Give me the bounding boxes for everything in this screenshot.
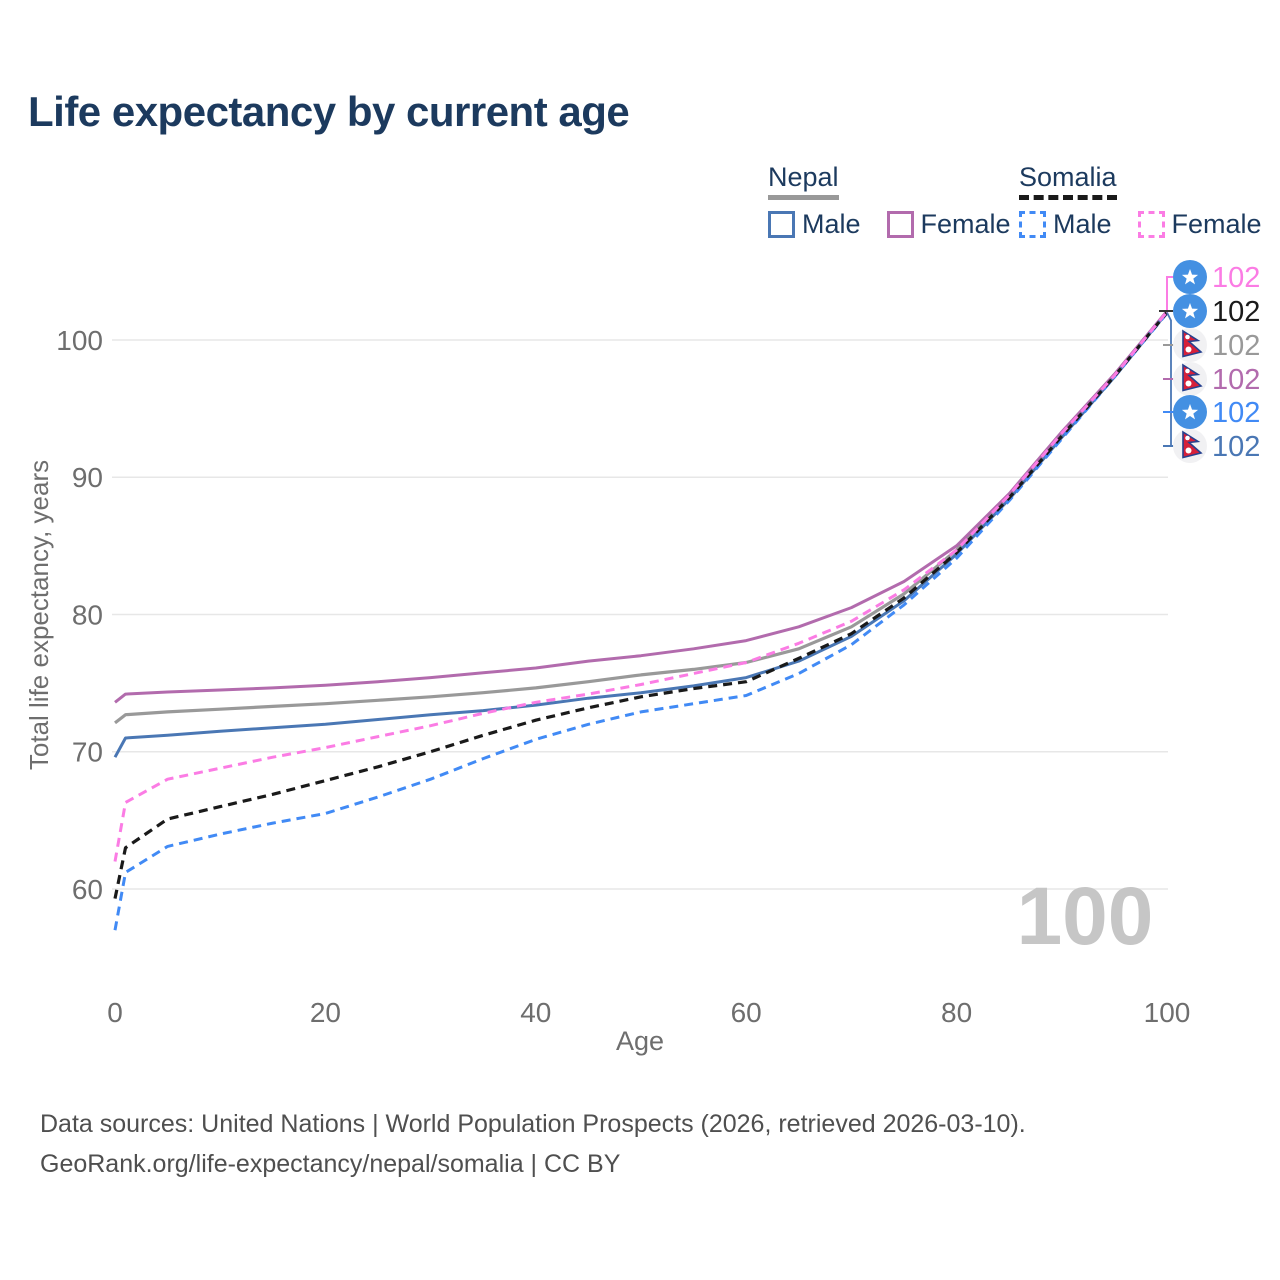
leader-vertical [1166,312,1172,446]
footer: Data sources: United Nations | World Pop… [40,1104,1026,1184]
somalia-flag-icon[interactable] [1173,294,1207,328]
series-line-somalia-female[interactable] [113,310,1169,862]
x-tick-20: 20 [310,997,341,1028]
nepal-male-swatch-icon[interactable] [768,211,795,239]
x-axis-title: Age [616,1026,664,1056]
series-line-nepal-female[interactable] [114,310,1169,704]
y-tick-100: 100 [56,325,103,356]
legend-label: Female [1171,209,1262,240]
legend-label: Male [802,209,861,240]
series-line-somalia-male[interactable] [113,312,1169,931]
y-tick-90: 90 [72,462,103,493]
nepal-flag-icon[interactable] [1173,362,1207,396]
moon-glyph [1185,435,1190,441]
sun-glyph [1185,447,1192,454]
somalia-flag-icon[interactable] [1173,260,1207,294]
life-expectancy-chart: 100 60 70 80 90 100 0 20 40 60 80 100 Age Total life … [24,260,1260,1056]
end-value-nepal-male: 102 [1212,431,1260,463]
x-tick-0: 0 [107,997,123,1028]
x-tick-80: 80 [941,997,972,1028]
somalia-male-swatch-icon[interactable] [1019,211,1046,239]
sun-glyph [1185,346,1192,353]
legend-item-somalia-male[interactable]: Male [1019,209,1112,240]
x-tick-40: 40 [520,997,551,1028]
series-line-somalia[interactable] [113,311,1169,899]
series-line-nepal-male[interactable] [113,311,1169,758]
x-tick-60: 60 [731,997,762,1028]
legend-header-somalia[interactable]: Somalia [1019,162,1117,201]
end-value-nepal-female: 102 [1212,364,1260,396]
end-value-somalia-male: 102 [1212,397,1260,429]
y-tick-80: 80 [72,599,103,630]
legend-label: Female [920,209,1011,240]
somalia-flag-icon[interactable] [1173,395,1207,429]
legend-item-nepal-female[interactable]: Female [886,209,1011,240]
y-tick-60: 60 [72,874,103,905]
page-title: Life expectancy by current age [28,88,630,135]
legend-header-nepal[interactable]: Nepal [768,162,839,201]
star-glyph [1181,303,1199,319]
moon-glyph [1185,368,1190,374]
y-axis-title: Total life expectancy, years [24,460,54,770]
series-line-nepal[interactable] [114,311,1169,725]
nepal-flag-icon[interactable] [1173,328,1207,362]
legend-label: Male [1053,209,1112,240]
nepal-female-swatch-icon[interactable] [886,211,914,239]
legend-group-nepal: Nepal Male Female [768,162,1011,240]
sun-glyph [1185,380,1192,387]
end-value-somalia: 102 [1212,296,1260,328]
legend-group-somalia: Somalia Male Female [1019,162,1262,240]
legend-item-nepal-male[interactable]: Male [768,209,861,240]
x-tick-100: 100 [1144,997,1191,1028]
moon-glyph [1185,334,1190,340]
end-value-somalia-female: 102 [1212,262,1260,294]
end-value-nepal: 102 [1212,330,1260,362]
nepal-flag-icon[interactable] [1173,429,1207,463]
legend-item-somalia-female[interactable]: Female [1137,209,1262,240]
y-tick-70: 70 [72,737,103,768]
leader-somalia-female [1166,276,1173,313]
watermark-current-age: 100 [1017,871,1154,962]
source-url-text: GeoRank.org/life-expectancy/nepal/somali… [40,1150,621,1178]
star-glyph [1181,269,1199,285]
data-sources-text: Data sources: United Nations | World Pop… [40,1110,1026,1138]
star-glyph [1181,404,1199,420]
somalia-female-swatch-icon[interactable] [1137,211,1165,239]
